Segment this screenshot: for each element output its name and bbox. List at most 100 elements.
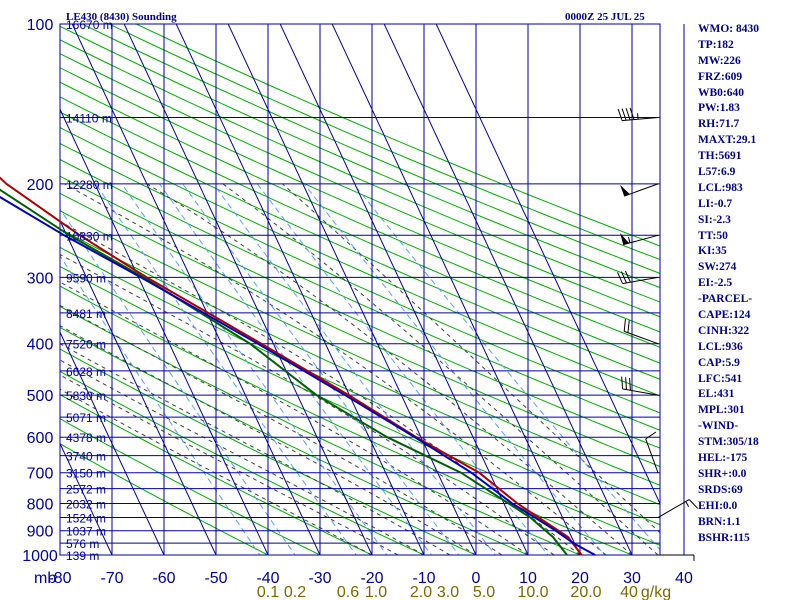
sounding-index: LCL:936 xyxy=(698,340,743,353)
dry-adiabat xyxy=(60,111,660,380)
sounding-index: KI:35 xyxy=(698,245,727,258)
wind-barb-feather xyxy=(621,376,624,389)
wind-barb xyxy=(621,376,659,396)
sounding-index: TH:5691 xyxy=(698,150,742,163)
height-label: 2032 m xyxy=(66,498,106,512)
sounding-index: TT:50 xyxy=(698,229,728,242)
temperature-tick-label: 10 xyxy=(519,570,537,587)
wind-barb-staff xyxy=(622,276,659,285)
wind-barb-feather xyxy=(629,377,631,391)
wind-barb xyxy=(645,431,659,473)
isotherm xyxy=(60,330,165,555)
mixing-ratio-line xyxy=(60,255,261,555)
pressure-label: 300 xyxy=(27,270,54,287)
wind-barb xyxy=(620,233,659,246)
height-label: 139 m xyxy=(66,549,99,563)
mixing-ratio-line xyxy=(212,183,497,555)
height-label: 1037 m xyxy=(66,525,106,539)
wind-barb-staff xyxy=(657,499,690,518)
dry-adiabat xyxy=(60,175,660,449)
wind-barb-feather xyxy=(625,108,631,121)
isotherm xyxy=(435,24,660,505)
sounding-index: BSHR:115 xyxy=(698,531,750,544)
temperature-tick-label: 0 xyxy=(472,570,481,587)
wind-barb xyxy=(657,499,699,518)
sounding-index: LCL:983 xyxy=(698,181,743,194)
pressure-label: 600 xyxy=(27,430,54,447)
chart-series xyxy=(0,176,596,556)
wind-barb-half-feather xyxy=(637,113,639,120)
wind-barb xyxy=(617,270,659,285)
mixing-ratio-label: g/kg xyxy=(641,584,671,600)
mixing-ratio-line xyxy=(60,208,296,555)
dry-adiabat xyxy=(135,24,660,247)
wind-barb-pennant xyxy=(620,233,630,245)
wind-barb-staff xyxy=(622,388,659,396)
wind-barb-feather xyxy=(624,270,631,283)
temperature-tick-label: -80 xyxy=(48,570,71,587)
dry-adiabat xyxy=(60,39,660,303)
temperature-tick-label: -70 xyxy=(100,570,123,587)
dry-adiabat xyxy=(60,305,582,555)
mixing-ratio-label: 20.0 xyxy=(570,584,601,600)
mixing-ratio-label: 10.0 xyxy=(517,584,548,600)
height-label: 16670 m xyxy=(66,18,113,32)
height-label: 5071 m xyxy=(66,411,106,425)
temperature-tick-label: -50 xyxy=(204,570,227,587)
dry-adiabat xyxy=(60,158,660,431)
height-label: 5830 m xyxy=(66,389,106,403)
height-label: 2572 m xyxy=(66,483,106,497)
mixing-ratio-label: 40 xyxy=(620,584,638,600)
sounding-index: LFC:541 xyxy=(698,372,743,385)
mixing-ratio-line xyxy=(256,183,549,555)
sounding-index: CAPE:124 xyxy=(698,309,751,322)
sounding-index: L57:6.9 xyxy=(698,166,736,179)
dry-adiabat xyxy=(60,228,660,506)
sounding-index: SRDS:69 xyxy=(698,483,743,496)
mixing-ratio-label: 3.0 xyxy=(437,584,459,600)
sounding-index: MAXT:29.1 xyxy=(698,134,757,147)
height-label: 4378 m xyxy=(66,431,106,445)
dry-adiabat xyxy=(60,285,634,555)
pressure-label: 100 xyxy=(27,17,54,34)
pressure-label: 400 xyxy=(27,337,54,354)
dry-adiabat xyxy=(60,96,660,364)
mixing-ratio-line xyxy=(353,183,660,551)
height-label: 6628 m xyxy=(66,365,106,379)
wind-barb-feather xyxy=(629,107,635,120)
pressure-label: 500 xyxy=(27,388,54,405)
mixing-ratio-line xyxy=(303,183,606,555)
sounding-index: EI:-2.5 xyxy=(698,277,733,290)
mixing-ratio-line xyxy=(159,183,433,555)
wind-barb-feather xyxy=(645,431,657,440)
wind-barb-pennant xyxy=(620,184,630,197)
isotherm xyxy=(60,442,113,555)
height-label: 576 m xyxy=(66,537,99,551)
chart-datetime: 0000Z 25 JUL 25 xyxy=(565,11,645,23)
height-label: 14110 m xyxy=(66,112,112,126)
sounding-index: CINH:322 xyxy=(698,324,750,337)
isotherm xyxy=(60,108,269,555)
wind-barb-feather xyxy=(627,320,630,333)
sounding-index: HEL:-175 xyxy=(698,452,748,465)
wind-barb-half-feather xyxy=(627,236,631,243)
isotherm xyxy=(279,24,529,555)
temperature-trace xyxy=(0,176,583,556)
mixing-ratio-label: 2.0 xyxy=(410,584,432,600)
wind-barb-staff xyxy=(624,183,659,197)
isotherm xyxy=(331,24,581,555)
chart-title: LE430 (8430) Sounding xyxy=(66,11,177,23)
sounding-index: STM:305/18 xyxy=(698,436,759,449)
sounding-index: TP:182 xyxy=(698,38,734,51)
dry-adiabat xyxy=(60,418,322,555)
wind-barbs xyxy=(617,107,699,561)
wind-barb xyxy=(617,107,659,122)
mixing-ratio-label: 0.2 xyxy=(284,584,306,600)
moist-adiabat xyxy=(64,183,607,555)
sounding-index: CAP:5.9 xyxy=(698,356,740,369)
mixing-ratio-line xyxy=(182,183,460,555)
wind-barb xyxy=(623,319,659,345)
wind-barb xyxy=(620,183,659,197)
plot-area xyxy=(60,24,660,555)
